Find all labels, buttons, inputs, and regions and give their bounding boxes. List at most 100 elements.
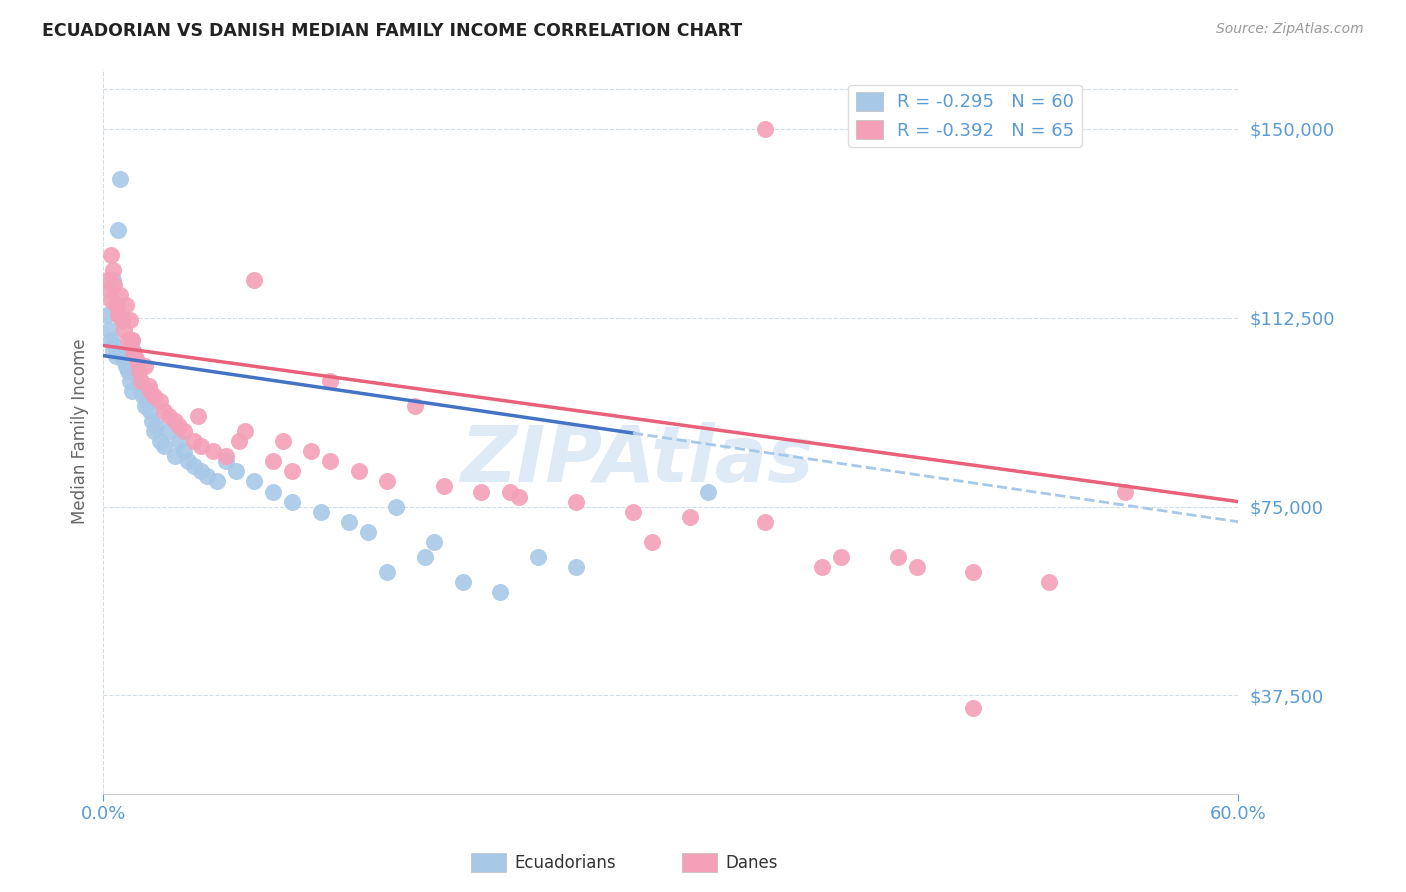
- Point: [678, 509, 700, 524]
- Point: [697, 484, 720, 499]
- Point: [105, 298, 128, 312]
- Point: [128, 374, 150, 388]
- Point: [621, 505, 644, 519]
- Point: [108, 172, 131, 186]
- Point: [243, 273, 266, 287]
- Point: [433, 479, 456, 493]
- Point: [111, 349, 134, 363]
- Point: [107, 308, 129, 322]
- Point: [347, 464, 370, 478]
- Point: [100, 293, 122, 308]
- Point: [127, 353, 149, 368]
- Point: [96, 273, 118, 287]
- Point: [118, 374, 141, 388]
- Point: [117, 334, 139, 348]
- Point: [121, 334, 143, 348]
- Point: [754, 122, 776, 136]
- Point: [167, 419, 190, 434]
- Point: [183, 459, 205, 474]
- Point: [167, 434, 190, 449]
- Point: [108, 288, 131, 302]
- Point: [271, 434, 294, 449]
- Point: [1038, 575, 1060, 590]
- Point: [262, 454, 284, 468]
- Point: [309, 505, 332, 519]
- Point: [129, 374, 152, 388]
- Point: [128, 364, 150, 378]
- Point: [201, 444, 224, 458]
- Point: [1114, 484, 1136, 499]
- Point: [111, 313, 134, 327]
- Point: [470, 484, 492, 499]
- Point: [299, 444, 322, 458]
- Point: [451, 575, 474, 590]
- Point: [337, 515, 360, 529]
- Point: [962, 701, 984, 715]
- Point: [205, 475, 228, 489]
- Point: [149, 434, 172, 449]
- Point: [489, 585, 512, 599]
- Text: Source: ZipAtlas.com: Source: ZipAtlas.com: [1216, 22, 1364, 37]
- Point: [190, 464, 212, 478]
- Point: [143, 389, 166, 403]
- Point: [97, 283, 120, 297]
- Point: [134, 399, 156, 413]
- Point: [187, 409, 209, 423]
- Point: [413, 549, 436, 564]
- Point: [145, 419, 167, 434]
- Point: [105, 298, 128, 312]
- Point: [319, 374, 342, 388]
- Point: [830, 549, 852, 564]
- Point: [122, 343, 145, 358]
- Point: [281, 464, 304, 478]
- Point: [319, 454, 342, 468]
- Point: [157, 424, 180, 438]
- Legend: R = -0.295   N = 60, R = -0.392   N = 65: R = -0.295 N = 60, R = -0.392 N = 65: [848, 85, 1081, 147]
- Point: [114, 359, 136, 373]
- Point: [103, 338, 125, 352]
- Point: [100, 334, 122, 348]
- Point: [228, 434, 250, 449]
- Text: Ecuadorians: Ecuadorians: [515, 854, 616, 871]
- Point: [233, 424, 256, 438]
- Point: [122, 343, 145, 358]
- Point: [117, 364, 139, 378]
- Point: [101, 343, 124, 358]
- Point: [139, 384, 162, 398]
- Point: [195, 469, 218, 483]
- Point: [163, 414, 186, 428]
- Point: [152, 439, 174, 453]
- Point: [149, 393, 172, 408]
- Point: [886, 549, 908, 564]
- Point: [262, 484, 284, 499]
- Point: [243, 475, 266, 489]
- Point: [163, 450, 186, 464]
- Point: [404, 399, 426, 413]
- Point: [152, 404, 174, 418]
- Point: [101, 273, 124, 287]
- Point: [375, 565, 398, 579]
- Point: [962, 565, 984, 579]
- Point: [100, 248, 122, 262]
- Point: [111, 313, 134, 327]
- Point: [103, 278, 125, 293]
- Point: [215, 454, 238, 468]
- Point: [641, 534, 664, 549]
- Point: [905, 560, 928, 574]
- Point: [754, 515, 776, 529]
- Text: ZIPAtlas: ZIPAtlas: [460, 422, 813, 498]
- Point: [114, 298, 136, 312]
- Point: [385, 500, 408, 514]
- Point: [117, 349, 139, 363]
- Point: [811, 560, 834, 574]
- Text: ECUADORIAN VS DANISH MEDIAN FAMILY INCOME CORRELATION CHART: ECUADORIAN VS DANISH MEDIAN FAMILY INCOM…: [42, 22, 742, 40]
- Point: [508, 490, 530, 504]
- Point: [138, 384, 160, 398]
- Point: [499, 484, 522, 499]
- Point: [134, 359, 156, 373]
- Point: [173, 444, 195, 458]
- Point: [124, 353, 146, 368]
- Point: [141, 414, 163, 428]
- Point: [121, 384, 143, 398]
- Point: [96, 308, 118, 322]
